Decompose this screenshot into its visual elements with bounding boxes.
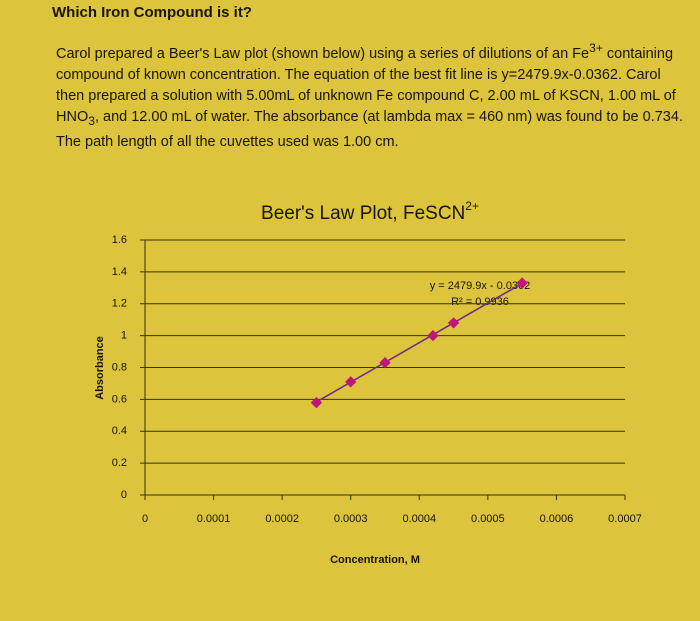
x-tick-label: 0 [142, 513, 148, 525]
y-tick-label: 1.6 [112, 234, 127, 246]
problem-text: Carol prepared a Beer's Law plot (shown … [56, 38, 686, 153]
trendline [316, 282, 523, 403]
y-tick-label: 0.2 [112, 457, 127, 469]
y-tick-label: 0 [121, 489, 127, 501]
y-tick-label: 0.8 [112, 361, 127, 373]
equation: y = 2479.9x - 0.0362 [430, 280, 531, 292]
data-point [310, 396, 323, 409]
r-squared: R² = 0.9936 [451, 296, 509, 308]
x-tick-label: 0.0003 [334, 513, 368, 525]
text: , and 12.00 mL of water. The absorbance … [56, 108, 683, 150]
y-axis-label: Absorbance [94, 336, 106, 400]
x-tick-label: 0.0002 [265, 513, 299, 525]
data-point [379, 357, 391, 369]
x-tick-label: 0.0007 [608, 513, 642, 525]
x-tick-label: 0.0004 [402, 513, 436, 525]
x-tick-label: 0.0005 [471, 513, 505, 525]
chart-title-text: Beer's Law Plot, FeSCN [261, 203, 465, 224]
y-tick-label: 0.6 [112, 393, 127, 405]
chart-title-sup: 2+ [465, 199, 479, 213]
text: Carol prepared a Beer's Law plot (shown … [56, 45, 590, 62]
data-point [345, 376, 357, 388]
y-tick-label: 1.4 [112, 266, 127, 278]
superscript: 3+ [589, 41, 603, 55]
data-point [427, 329, 439, 342]
x-axis-label: Concentration, M [330, 554, 420, 566]
text: containing compound of known concentrati… [56, 45, 676, 125]
data-point [447, 317, 460, 329]
chart-title: Beer's Law Plot, FeSCN2+ [261, 199, 479, 224]
x-tick-label: 0.0006 [540, 513, 574, 525]
page-title: Which Iron Compound is it? [52, 4, 252, 21]
y-tick-label: 0.4 [112, 425, 127, 437]
x-tick-label: 0.0001 [197, 513, 231, 525]
y-tick-label: 1.2 [112, 298, 127, 310]
y-tick-label: 1 [121, 330, 127, 342]
data-point [516, 277, 528, 289]
subscript: 3 [88, 113, 95, 128]
